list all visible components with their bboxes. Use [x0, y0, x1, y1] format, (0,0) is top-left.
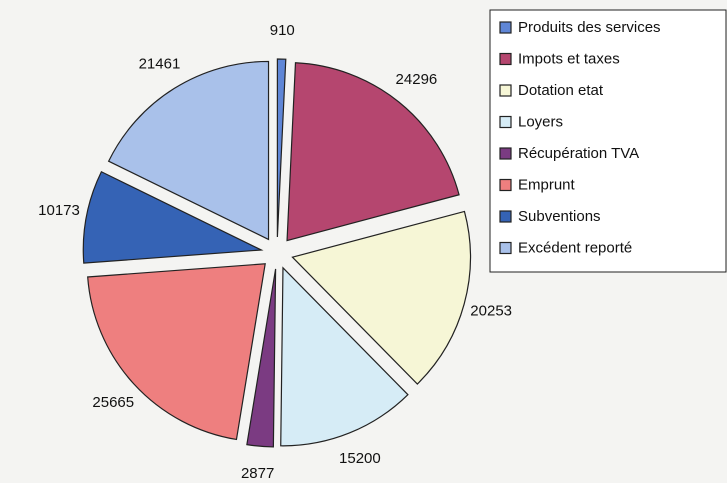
data-label: 24296 — [396, 71, 438, 88]
legend-label: Excédent reporté — [518, 239, 632, 256]
legend-swatch — [499, 147, 512, 160]
legend-swatch — [499, 52, 512, 66]
legend-label: Dotation etat — [518, 82, 604, 99]
pie-slice — [246, 268, 277, 448]
data-label: 15200 — [339, 450, 381, 467]
legend-swatch — [499, 241, 512, 255]
legend-label: Récupération TVA — [518, 145, 639, 162]
legend-label: Produits des services — [518, 19, 661, 36]
legend-swatch — [499, 178, 512, 192]
pie-slice — [87, 263, 266, 441]
legend-box — [489, 9, 727, 273]
pie-slice — [276, 58, 287, 238]
data-label: 21461 — [139, 56, 181, 73]
legend-swatch — [499, 84, 512, 97]
pie-slice — [291, 210, 472, 385]
legend-label: Emprunt — [518, 176, 576, 193]
legend-label: Impots et taxes — [518, 50, 620, 67]
data-label: 10173 — [38, 202, 80, 219]
legend-swatch — [499, 210, 512, 223]
legend-swatch — [499, 21, 512, 34]
legend-label: Subventions — [518, 208, 601, 225]
pie-slice — [82, 170, 264, 264]
pie-slice — [280, 266, 409, 447]
legend-label: Loyers — [518, 113, 563, 130]
pie-slice — [286, 62, 460, 242]
data-label: 25665 — [92, 394, 134, 411]
data-label: 20253 — [470, 302, 512, 319]
data-label: 910 — [270, 22, 295, 39]
pie-slice — [107, 60, 270, 241]
data-label: 2877 — [241, 465, 274, 482]
legend-swatch — [499, 115, 512, 129]
